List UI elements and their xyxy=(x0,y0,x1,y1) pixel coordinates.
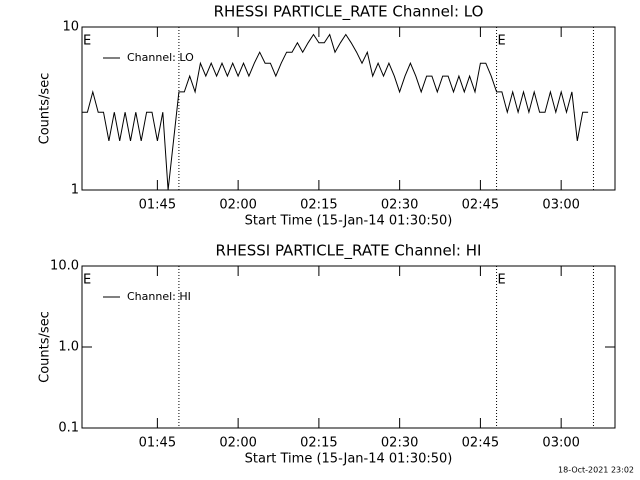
x-tick-label: 02:30 xyxy=(381,436,418,451)
x-tick-label: 03:00 xyxy=(542,436,579,451)
x-axis-label: Start Time (15-Jan-14 01:30:50) xyxy=(245,214,453,229)
x-tick-label: 02:00 xyxy=(219,436,256,451)
x-tick-label: 02:45 xyxy=(462,198,499,213)
x-axis-label: Start Time (15-Jan-14 01:30:50) xyxy=(245,452,453,467)
chart-title: RHESSI PARTICLE_RATE Channel: LO xyxy=(214,3,484,22)
x-tick-label: 03:00 xyxy=(542,198,579,213)
y-tick-label: 1 xyxy=(71,183,79,198)
annotation: E xyxy=(83,273,91,288)
x-tick-label: 02:15 xyxy=(300,198,337,213)
y-tick-label: 10 xyxy=(62,20,79,35)
x-tick-label: 02:15 xyxy=(300,436,337,451)
y-tick-label: 1.0 xyxy=(58,340,79,355)
legend-label: Channel: HI xyxy=(127,290,191,303)
plot-frame xyxy=(81,26,616,191)
x-tick-label: 02:45 xyxy=(462,436,499,451)
annotation: E xyxy=(83,34,91,49)
y-axis-label: Counts/sec xyxy=(38,311,53,383)
data-line xyxy=(82,33,589,191)
annotation: E xyxy=(498,273,506,288)
legend-label: Channel: LO xyxy=(127,51,194,64)
y-tick-label: 10.0 xyxy=(50,259,79,274)
x-tick-label: 02:00 xyxy=(219,198,256,213)
x-tick-label: 01:45 xyxy=(139,198,176,213)
x-tick-label: 02:30 xyxy=(381,198,418,213)
y-tick-label: 0.1 xyxy=(58,421,79,436)
y-axis-label: Counts/sec xyxy=(38,73,53,145)
chart-title: RHESSI PARTICLE_RATE Channel: HI xyxy=(216,242,482,261)
x-tick-label: 01:45 xyxy=(139,436,176,451)
footer: 18-Oct-2021 23:02 xyxy=(558,466,634,475)
annotation: E xyxy=(498,34,506,49)
